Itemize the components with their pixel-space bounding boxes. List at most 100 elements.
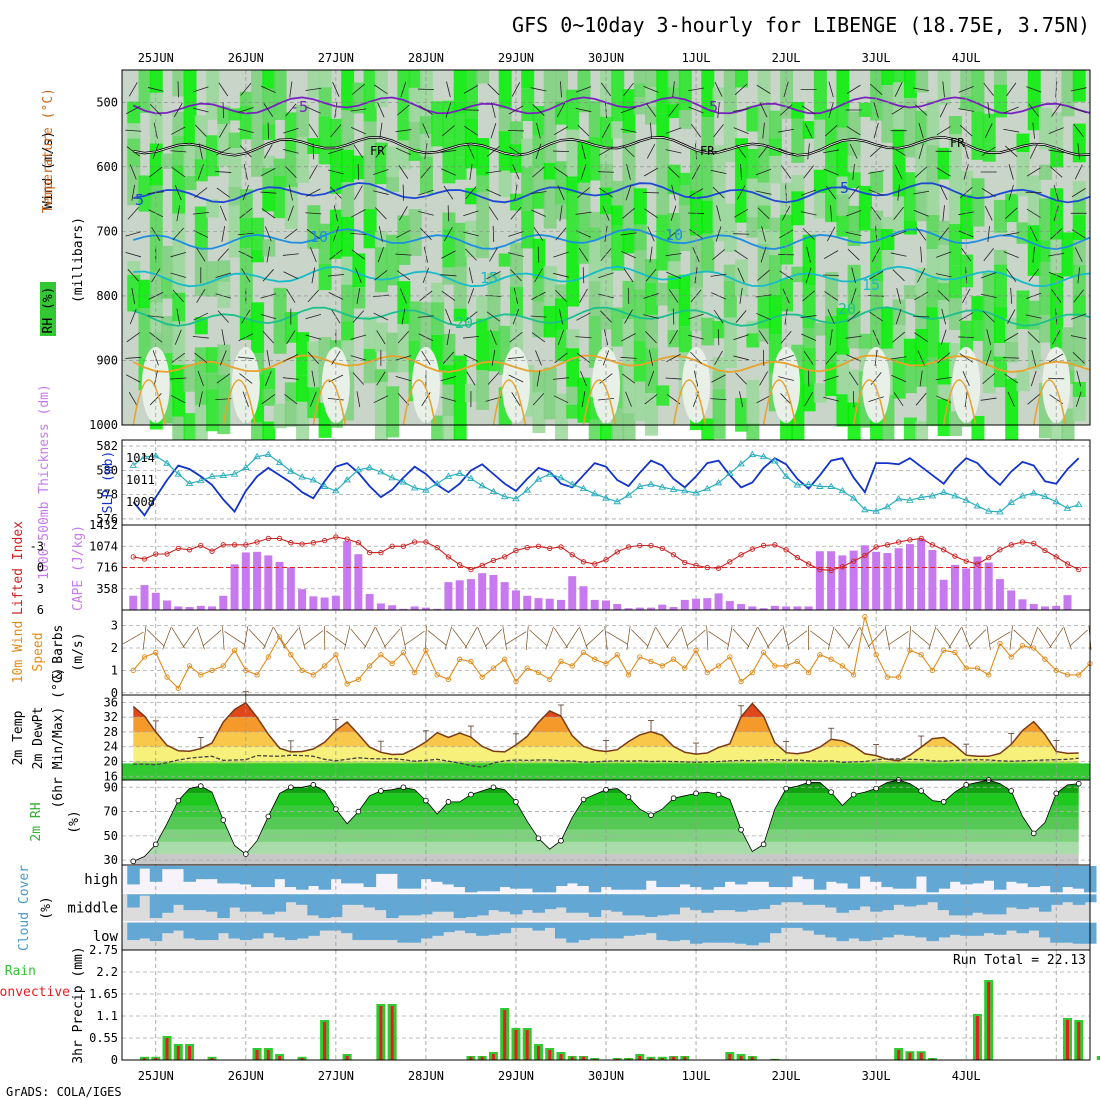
rh-point xyxy=(805,779,812,786)
cloud-bar-high xyxy=(802,866,816,880)
cloud-bar-low xyxy=(431,922,444,936)
precip-conv-bar xyxy=(278,1056,282,1060)
li-point xyxy=(186,547,193,553)
cloud-bar-middle xyxy=(656,894,669,916)
top-date-label: 4JUL xyxy=(952,51,981,65)
cloud-bar-low xyxy=(667,922,681,942)
cloud-bar-low xyxy=(656,922,669,941)
cloud-bar-middle xyxy=(847,894,861,911)
rh-tick: 30 xyxy=(104,853,118,867)
cloud-bar-middle xyxy=(1061,894,1074,903)
wind-barb xyxy=(384,628,401,648)
rh-point xyxy=(760,841,767,848)
cloud-bar-low xyxy=(847,922,861,939)
cloud-bar-high xyxy=(206,866,219,880)
speed-label: Speed xyxy=(31,632,46,671)
precip-conv-bar xyxy=(559,1054,563,1060)
line-2m-dewpt xyxy=(133,754,1079,768)
precip-conv-bar xyxy=(638,1056,642,1060)
cape-tick: 716 xyxy=(96,561,118,575)
li-tick: -3 xyxy=(30,539,44,553)
slp-point xyxy=(759,452,768,460)
precip-conv-bar xyxy=(390,1006,394,1060)
cape-bar xyxy=(680,599,689,610)
rh-point xyxy=(850,791,857,798)
pressure-tick: 900 xyxy=(96,353,118,367)
cloud-bar-high xyxy=(183,866,197,882)
cape-bar xyxy=(309,596,318,610)
cloud-bar-high xyxy=(262,866,275,888)
wind-point xyxy=(952,649,958,656)
wind-barb xyxy=(263,626,274,650)
cloud-bar-high xyxy=(813,866,827,890)
cloud-bar-high xyxy=(251,866,264,888)
slp-point xyxy=(804,480,813,487)
dewpt-label: 2m DewPt xyxy=(31,707,46,770)
wind-barb xyxy=(363,627,376,649)
wind-barb xyxy=(525,626,529,650)
wind-point xyxy=(513,678,519,685)
cloud-bar-high xyxy=(993,866,1007,890)
li-point xyxy=(524,545,530,551)
slp-point xyxy=(996,508,1004,515)
slp-point xyxy=(680,486,689,494)
slp-point xyxy=(951,492,959,499)
slp-point xyxy=(635,482,644,489)
rh-point xyxy=(535,835,542,842)
cape-bar xyxy=(331,595,340,610)
isotherm-label: 5 xyxy=(135,191,144,209)
wind-point xyxy=(321,663,328,669)
precip-conv-bar xyxy=(525,1030,529,1060)
cloud-bar-middle xyxy=(543,894,557,910)
cloud-bar-low xyxy=(262,922,275,934)
slp-point xyxy=(275,458,284,465)
li-point xyxy=(749,546,755,552)
wind-barb xyxy=(427,630,447,646)
slp-point xyxy=(354,465,363,473)
precip-conv-bar xyxy=(514,1030,518,1060)
rh-unit-label: (%) xyxy=(67,810,82,833)
cape-bar xyxy=(343,541,352,610)
wind-barb xyxy=(706,625,709,651)
cloud-bar-high xyxy=(296,866,309,890)
wind-barb xyxy=(202,629,222,647)
wind-barb xyxy=(477,626,488,650)
cape-bar xyxy=(950,564,959,610)
cloud-bar-low xyxy=(161,922,174,934)
wind-point xyxy=(468,658,474,665)
cape-bar xyxy=(793,606,802,610)
cloud-bar-low xyxy=(712,922,726,943)
precip-conv-bar xyxy=(975,1016,979,1060)
wind-barb xyxy=(626,626,631,650)
li-point xyxy=(896,539,902,545)
li-point xyxy=(884,542,891,548)
cape-bar xyxy=(658,604,667,610)
li-point xyxy=(659,545,665,552)
cloud-bar-low xyxy=(521,922,534,928)
cloud-bar-middle xyxy=(813,894,827,905)
cape-bar xyxy=(635,607,644,610)
precip-tick: 1.65 xyxy=(89,987,118,1001)
wind-point xyxy=(648,658,654,665)
slp-point xyxy=(433,479,441,487)
rh-point xyxy=(130,858,137,865)
slp-point xyxy=(928,492,937,499)
wind-point xyxy=(1042,656,1048,662)
cloud-bar-high xyxy=(138,866,152,869)
slp-point xyxy=(748,450,757,457)
cloud-bar-high xyxy=(937,866,951,889)
li-point xyxy=(457,562,463,568)
cloud-bar-low xyxy=(937,922,951,938)
cloud-bar-high xyxy=(847,866,861,889)
li-point xyxy=(941,547,947,553)
cloud-bar-low xyxy=(622,922,636,936)
rh-point xyxy=(1053,790,1060,797)
slp-point xyxy=(399,478,408,485)
slp-point xyxy=(523,486,532,493)
cloud-bar-high xyxy=(656,866,669,888)
green-base xyxy=(122,763,1090,780)
wind-barb xyxy=(782,626,790,650)
cloud-bar-low xyxy=(768,922,782,934)
cape-bar xyxy=(253,551,262,610)
cloud-bar-middle xyxy=(881,894,894,911)
